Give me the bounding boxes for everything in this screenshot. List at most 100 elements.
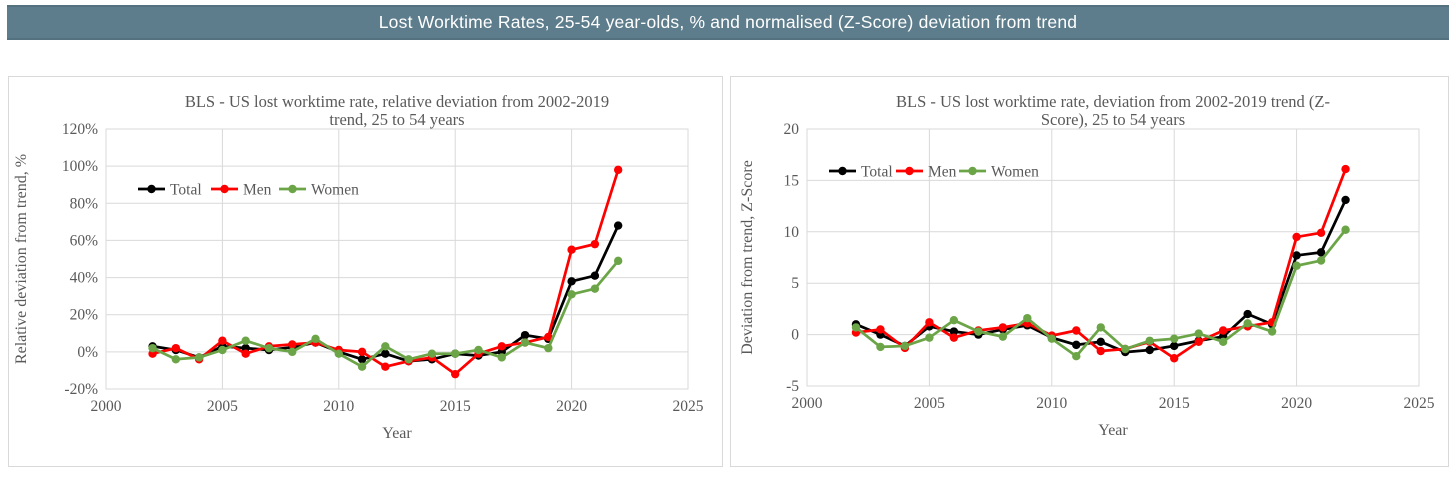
data-point xyxy=(1023,313,1032,323)
legend-marker-dot xyxy=(288,184,297,194)
data-point xyxy=(1243,319,1252,328)
data-point xyxy=(1145,345,1154,355)
data-point xyxy=(876,325,885,334)
y-tick-label: 80% xyxy=(70,195,99,212)
chart-panel-percent: BLS - US lost worktime rate, relative de… xyxy=(8,76,723,467)
data-point xyxy=(567,290,576,299)
data-point xyxy=(288,340,297,349)
y-tick-label: 120% xyxy=(62,121,98,138)
header-title: Lost Worktime Rates, 25-54 year-olds, % … xyxy=(378,12,1078,32)
data-point xyxy=(381,349,390,358)
y-tick-label: 15 xyxy=(784,172,800,189)
data-point xyxy=(567,277,576,286)
data-point xyxy=(974,327,983,336)
data-point xyxy=(497,342,506,351)
y-tick-label: 20% xyxy=(70,307,99,324)
data-point xyxy=(949,333,959,342)
data-point xyxy=(1072,351,1081,361)
data-point xyxy=(264,343,274,353)
data-point xyxy=(194,353,204,362)
data-point xyxy=(1243,309,1252,319)
data-point xyxy=(218,336,227,345)
legend-marker-dot xyxy=(220,184,229,194)
data-point xyxy=(1316,248,1326,257)
x-tick-label: 2015 xyxy=(1159,395,1190,412)
data-point xyxy=(1096,346,1105,356)
data-point xyxy=(1170,354,1179,363)
y-tick-label: 0 xyxy=(791,327,799,344)
data-point xyxy=(1292,261,1301,270)
data-point xyxy=(1145,336,1154,345)
data-point xyxy=(925,318,934,327)
data-point xyxy=(998,323,1008,332)
charts-row: BLS - US lost worktime rate, relative de… xyxy=(0,76,1456,467)
gridlines xyxy=(105,128,689,390)
data-point xyxy=(357,355,367,364)
data-point xyxy=(613,221,623,230)
data-point xyxy=(241,349,250,358)
data-point xyxy=(925,333,934,342)
data-point xyxy=(311,334,320,344)
data-point xyxy=(590,239,600,249)
legend-item-total: Total xyxy=(829,164,893,181)
legend-label: Men xyxy=(928,164,957,181)
legend: Total Men Women xyxy=(829,164,1039,181)
data-point xyxy=(1072,340,1081,350)
x-tick-label: 2005 xyxy=(914,395,945,412)
data-point xyxy=(1218,326,1228,335)
data-point xyxy=(998,332,1008,341)
legend-marker-dot xyxy=(968,166,977,176)
chart-title-line: BLS - US lost worktime rate, relative de… xyxy=(185,92,609,111)
data-point xyxy=(1292,251,1301,260)
data-point xyxy=(1292,232,1301,242)
data-point xyxy=(357,362,367,371)
data-point xyxy=(1267,327,1277,336)
chart-svg: BLS - US lost worktime rate, relative de… xyxy=(13,92,704,442)
x-axis-title: Year xyxy=(382,425,412,442)
legend-item-women: Women xyxy=(279,182,359,199)
y-tick-label: -20% xyxy=(64,381,98,398)
data-point xyxy=(1341,164,1350,174)
x-axis-title: Year xyxy=(1098,422,1128,439)
x-tick-label: 2010 xyxy=(1036,395,1067,412)
data-point xyxy=(218,345,227,355)
x-tick-label: 2000 xyxy=(792,395,823,412)
legend-marker-dot xyxy=(147,184,156,194)
data-point xyxy=(148,343,157,353)
data-point xyxy=(1072,326,1081,335)
data-point xyxy=(1170,341,1179,351)
legend: Total Men Women xyxy=(138,182,359,199)
y-tick-label: 60% xyxy=(70,232,99,249)
data-point xyxy=(1047,334,1056,343)
data-point xyxy=(851,323,861,332)
y-tick-label: 40% xyxy=(70,270,99,287)
chart-svg: BLS - US lost worktime rate, deviation f… xyxy=(739,92,1435,439)
data-point xyxy=(1341,195,1350,205)
data-point xyxy=(1096,323,1105,332)
legend-label: Total xyxy=(170,182,202,199)
x-tick-label: 2020 xyxy=(1281,395,1312,412)
legend-label: Women xyxy=(311,182,359,199)
data-point xyxy=(1170,334,1179,343)
chart-title-line: BLS - US lost worktime rate, deviation f… xyxy=(896,92,1330,111)
data-point xyxy=(544,332,553,342)
legend-marker-dot xyxy=(905,166,914,176)
y-tick-label: 10 xyxy=(784,224,800,241)
data-point xyxy=(288,347,297,357)
data-point xyxy=(590,271,600,280)
chart-title-line: trend, 25 to 54 years xyxy=(329,110,464,129)
legend-label: Men xyxy=(243,182,272,199)
data-point xyxy=(357,347,367,357)
data-point xyxy=(1194,337,1203,346)
chart-title-line: Score), 25 to 54 years xyxy=(1041,110,1185,129)
data-point xyxy=(613,256,623,266)
data-point xyxy=(1341,225,1350,234)
y-tick-label: 0% xyxy=(77,344,98,361)
data-point xyxy=(544,343,553,353)
y-tick-label: -5 xyxy=(786,378,799,395)
x-tick-label: 2000 xyxy=(91,398,122,415)
data-point xyxy=(613,165,623,175)
data-point xyxy=(520,330,530,340)
series-women xyxy=(851,225,1350,361)
data-point xyxy=(949,327,959,336)
